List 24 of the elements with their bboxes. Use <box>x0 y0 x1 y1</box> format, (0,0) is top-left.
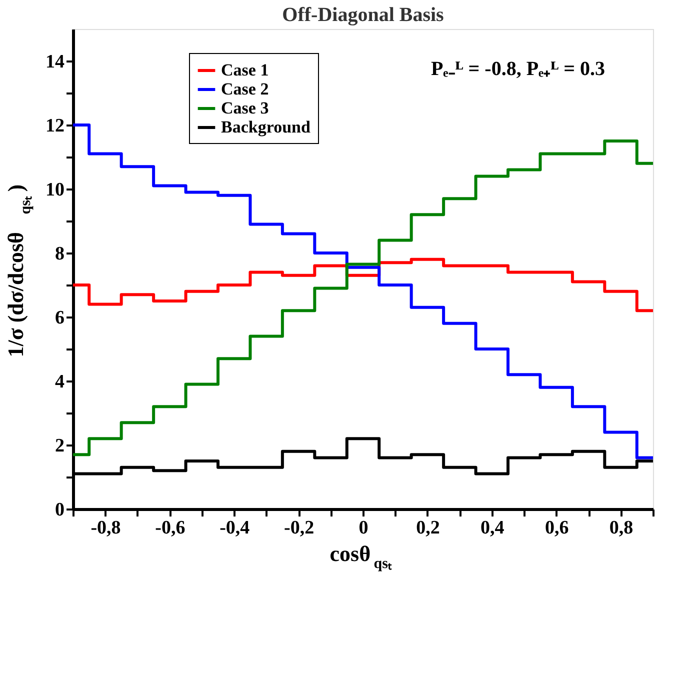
y-tick-label: 8 <box>55 244 64 264</box>
x-tick-label: 0,8 <box>609 518 634 538</box>
x-tick-label: 0,2 <box>416 518 440 538</box>
legend-label: Case 2 <box>221 80 269 98</box>
x-tick-label: 0 <box>358 518 368 538</box>
x-tick-label: -0,8 <box>90 518 121 538</box>
annotation: Pₑ₋ᴸ = -0.8, Pₑ₊ᴸ = 0.3 <box>430 58 606 80</box>
x-tick-label: -0,6 <box>155 518 186 538</box>
y-axis-title: 1/σ (dσ/dcosθqsₜ) <box>3 184 34 358</box>
y-tick-label: 6 <box>55 308 64 328</box>
y-tick-label: 14 <box>46 52 65 72</box>
y-tick-label: 12 <box>46 116 64 136</box>
y-tick-label: 10 <box>46 180 64 200</box>
legend-label: Case 3 <box>221 98 269 118</box>
x-tick-label: 0,4 <box>480 518 505 538</box>
y-tick-label: 2 <box>55 436 64 456</box>
x-tick-label: -0,2 <box>284 518 314 538</box>
x-tick-label: -0,4 <box>220 518 250 538</box>
y-tick-label: 4 <box>55 372 65 392</box>
legend-label: Background <box>221 118 311 136</box>
y-tick-label: 0 <box>55 500 64 520</box>
chart-title: Off-Diagonal Basis <box>282 4 444 26</box>
legend-label: Case 1 <box>221 60 269 80</box>
x-tick-label: 0,6 <box>544 518 569 538</box>
